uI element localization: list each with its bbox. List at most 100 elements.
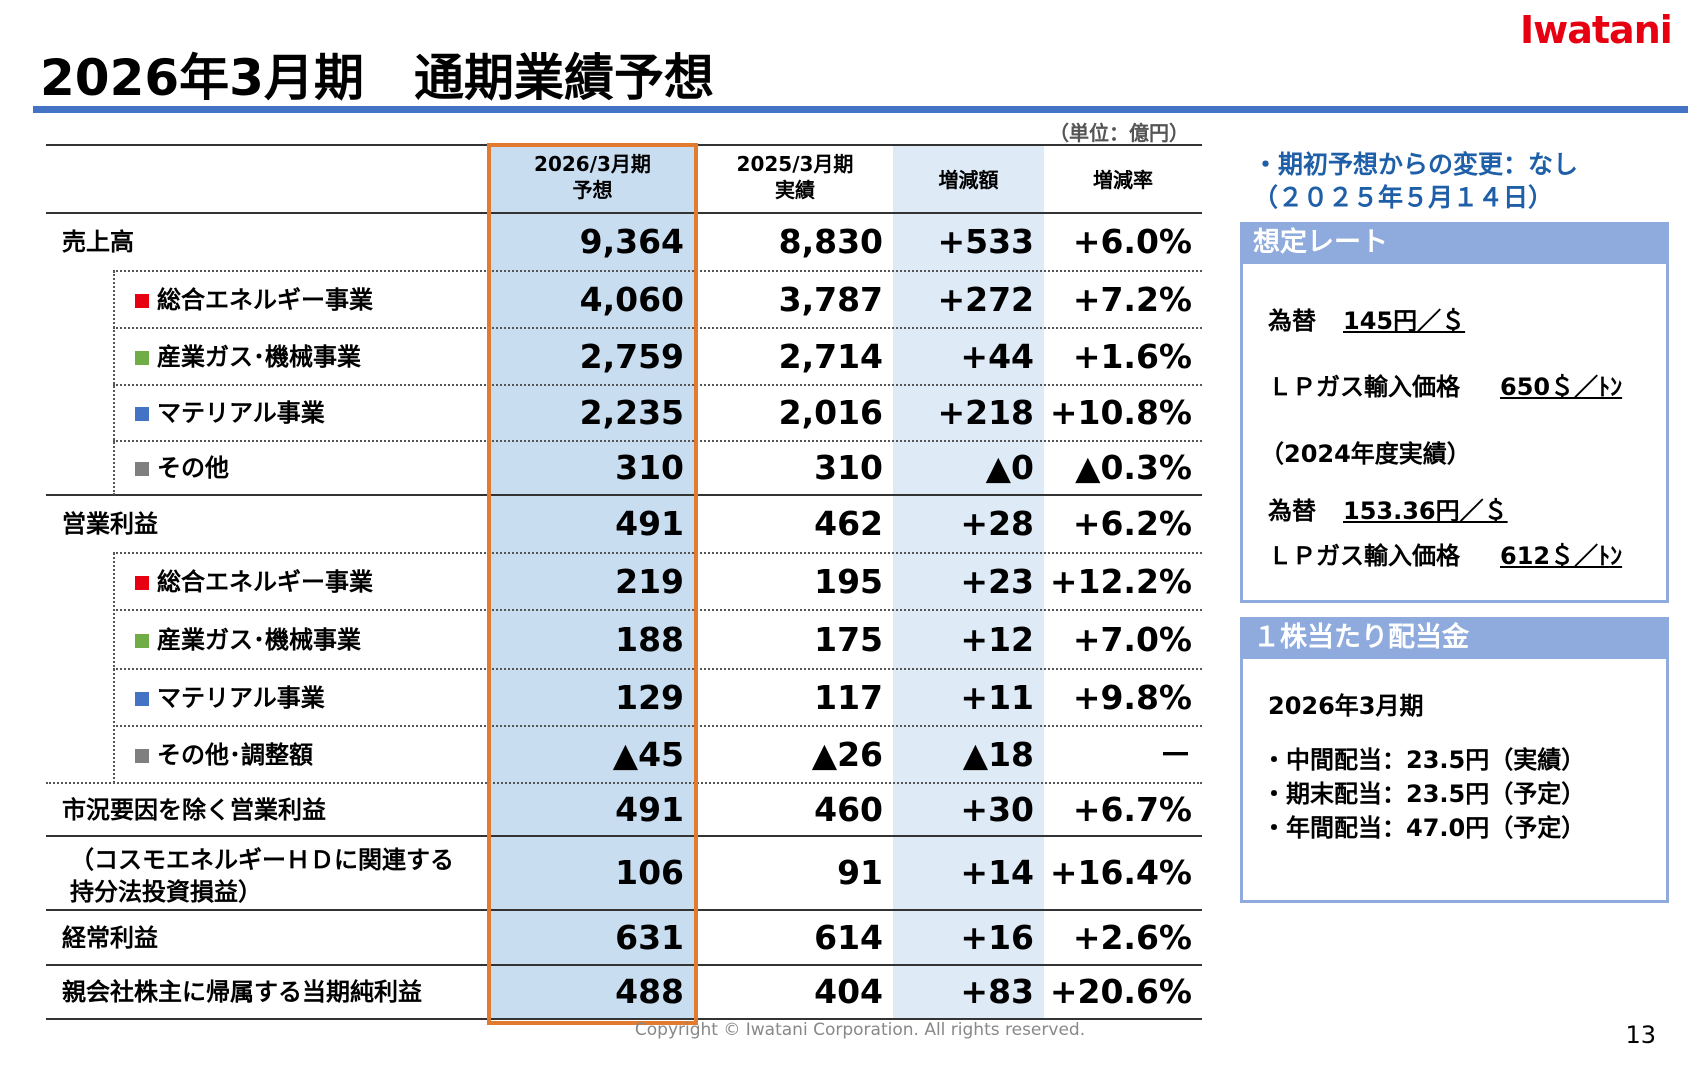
row-label: 売上高 — [62, 228, 134, 256]
cell: 9,364 — [579, 222, 684, 261]
cell: +7.0% — [1072, 619, 1192, 659]
cell: 129 — [615, 677, 684, 717]
box-title: １株当たり配当金 — [1240, 617, 1666, 659]
cell: +6.0% — [1072, 222, 1192, 261]
cell: 2,016 — [778, 393, 883, 432]
cell: 488 — [615, 972, 684, 1011]
row-label: 総合エネルギー事業 — [157, 285, 373, 314]
rate-label: ＬＰガス輸入価格 — [1268, 373, 1460, 401]
cell: 4,060 — [579, 279, 684, 319]
cell: +2.6% — [1072, 917, 1192, 957]
cell: +9.8% — [1072, 677, 1192, 717]
cell: － — [1159, 734, 1192, 774]
cell: +10.8% — [1049, 393, 1192, 432]
marker — [135, 691, 149, 706]
unit: （単位：億円） — [1049, 121, 1189, 145]
copyright: Copyright © Iwatani Corporation. All rig… — [634, 1020, 1086, 1040]
cell: 460 — [814, 789, 883, 829]
cell: 106 — [615, 853, 684, 892]
cell: 404 — [814, 972, 883, 1011]
dividend-item: ・期末配当：23.5円（予定） — [1262, 780, 1586, 808]
cell: +6.2% — [1072, 504, 1192, 543]
cell: +11 — [960, 677, 1034, 717]
marker — [135, 748, 149, 763]
dotted-rule — [113, 725, 1202, 727]
cell: +16.4% — [1049, 853, 1192, 892]
rule — [46, 964, 1202, 966]
cell: 117 — [814, 677, 883, 717]
cell: +6.7% — [1072, 789, 1192, 829]
box-title: 想定レート — [1240, 222, 1666, 264]
row-label: マテリアル事業 — [157, 683, 325, 712]
logo: Iwatani — [1520, 8, 1673, 52]
marker — [135, 633, 149, 648]
row-label: その他 — [157, 454, 229, 482]
cell: +14 — [960, 853, 1034, 892]
cell: 188 — [615, 619, 684, 659]
row-label: 産業ガス･機械事業 — [157, 625, 361, 654]
cell: +1.6% — [1072, 336, 1192, 376]
cell: 195 — [814, 561, 883, 601]
rate-value: 612＄／ﾄﾝ — [1500, 542, 1623, 570]
cell: 91 — [837, 853, 883, 892]
cell: 614 — [814, 917, 883, 957]
cell: +272 — [937, 279, 1034, 319]
cell: ▲0.3% — [1075, 448, 1192, 487]
column-header: 増減額 — [938, 168, 999, 192]
rule — [46, 835, 1202, 837]
row-label: 営業利益 — [62, 510, 158, 538]
cell: ▲26 — [811, 734, 883, 774]
dividend-period: 2026年3月期 — [1268, 692, 1424, 720]
cell: 2,714 — [778, 336, 883, 376]
row-label: 総合エネルギー事業 — [157, 567, 373, 596]
rate-subheading: （2024年度実績） — [1260, 440, 1471, 468]
cell: ▲45 — [612, 734, 684, 774]
cell: ▲0 — [985, 448, 1034, 487]
cell: 491 — [615, 789, 684, 829]
row-label: 産業ガス･機械事業 — [157, 342, 361, 371]
dotted-rule — [113, 668, 1202, 670]
cell: 631 — [615, 917, 684, 957]
dividend-item: ・年間配当：47.0円（予定） — [1262, 814, 1586, 842]
marker — [135, 462, 149, 476]
dotted-rule — [113, 270, 1202, 272]
marker — [135, 350, 149, 365]
cell: 2,235 — [579, 393, 684, 432]
cell: +28 — [960, 504, 1034, 543]
cell: +16 — [960, 917, 1034, 957]
rate-label: 為替 — [1268, 307, 1316, 335]
rate-value: 153.36円／＄ — [1343, 497, 1508, 525]
cell: 3,787 — [778, 279, 883, 319]
rule — [46, 909, 1202, 911]
cell: +20.6% — [1049, 972, 1192, 1011]
title-rule — [33, 106, 1688, 113]
cell: ▲18 — [962, 734, 1034, 774]
cell: +12.2% — [1049, 561, 1192, 601]
column-header: 2026/3月期 予想 — [534, 152, 651, 202]
dotted-rule — [113, 609, 1202, 611]
dotted-rule — [113, 552, 1202, 554]
title: 2026年3月期 通期業績予想 — [40, 49, 714, 107]
cell: +12 — [960, 619, 1034, 659]
marker — [135, 575, 149, 590]
dotted-rule — [113, 440, 1202, 442]
cell: 491 — [615, 504, 684, 543]
page-number: 13 — [1625, 1021, 1656, 1049]
marker — [135, 407, 149, 421]
rule — [46, 1018, 1202, 1020]
cell: 310 — [615, 448, 684, 487]
cell: 310 — [814, 448, 883, 487]
rule — [46, 494, 1202, 496]
cell: +218 — [937, 393, 1034, 432]
note: ・期初予想からの変更：なし （２０２５年５月１４日） — [1253, 150, 1579, 212]
cell: +23 — [960, 561, 1034, 601]
rate-value: 145円／＄ — [1343, 307, 1466, 335]
cell: +44 — [960, 336, 1034, 376]
row-label: 経常利益 — [62, 923, 158, 952]
cell: 2,759 — [579, 336, 684, 376]
dotted-rule — [113, 384, 1202, 386]
rate-label: 為替 — [1268, 497, 1316, 525]
cell: +7.2% — [1072, 279, 1192, 319]
row-label: 市況要因を除く営業利益 — [62, 795, 326, 824]
indent-guide — [113, 553, 115, 783]
